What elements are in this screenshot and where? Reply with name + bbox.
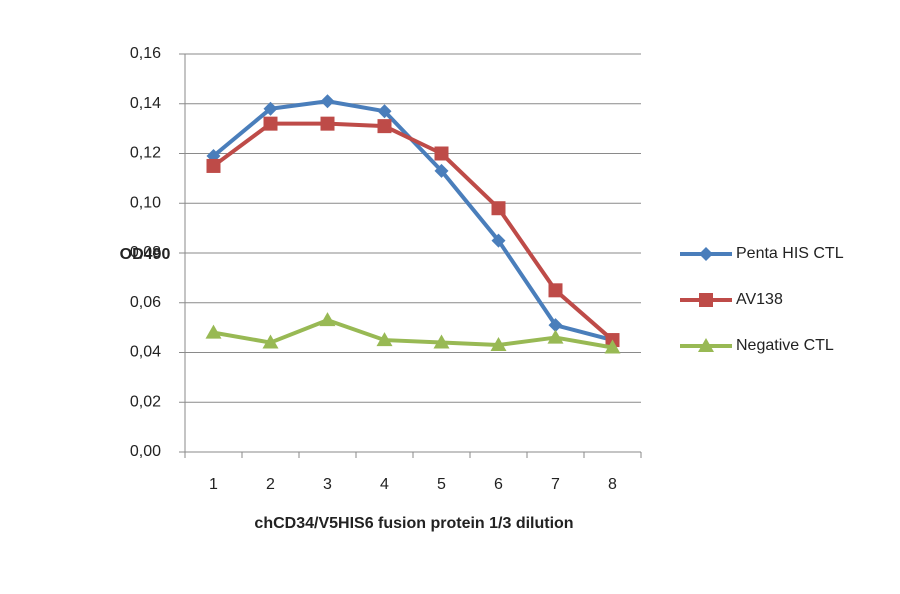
y-tick-label: 0,00	[130, 443, 161, 460]
data-point	[377, 119, 392, 134]
legend-marker	[699, 293, 713, 307]
x-axis-label: chCD34/V5HIS6 fusion protein 1/3 dilutio…	[254, 515, 573, 532]
y-tick-label: 0,16	[130, 45, 161, 62]
x-tick-label: 8	[608, 476, 617, 493]
data-point	[548, 283, 563, 298]
y-tick-label: 0,10	[130, 194, 161, 211]
y-axis-label: OD490	[120, 246, 171, 263]
x-tick-label: 1	[209, 476, 218, 493]
data-point	[548, 318, 563, 333]
data-point	[263, 101, 278, 116]
y-tick-label: 0,12	[130, 145, 161, 162]
x-tick-label: 6	[494, 476, 503, 493]
legend-label: Penta HIS CTL	[736, 245, 844, 262]
legend-marker	[698, 338, 714, 352]
x-tick-label: 2	[266, 476, 275, 493]
legend-marker	[699, 247, 713, 261]
data-point	[434, 163, 449, 178]
data-point	[206, 158, 221, 173]
data-point	[320, 116, 335, 131]
data-point	[434, 146, 449, 161]
y-tick-label: 0,14	[130, 95, 161, 112]
x-tick-label: 3	[323, 476, 332, 493]
y-tick-label: 0,04	[130, 344, 161, 361]
series-line	[212, 121, 614, 342]
series-line	[213, 318, 613, 350]
data-point	[490, 337, 507, 352]
series-line	[212, 99, 614, 342]
data-point	[377, 104, 392, 119]
data-point	[263, 116, 278, 131]
data-point	[376, 332, 393, 347]
data-point	[205, 324, 222, 339]
data-point	[547, 329, 564, 344]
x-tick-label: 5	[437, 476, 446, 493]
data-point	[433, 334, 450, 349]
y-tick-label: 0,02	[130, 393, 161, 410]
x-tick-label: 4	[380, 476, 389, 493]
data-point	[604, 339, 621, 354]
data-point	[319, 312, 336, 327]
y-tick-label: 0,08	[130, 244, 161, 261]
legend-label: Negative CTL	[736, 337, 834, 354]
x-tick-label: 7	[551, 476, 560, 493]
y-tick-label: 0,06	[130, 294, 161, 311]
data-point	[262, 334, 279, 349]
data-point	[491, 233, 506, 248]
legend-label: AV138	[736, 291, 783, 308]
data-point	[320, 94, 335, 109]
data-point	[491, 201, 506, 216]
